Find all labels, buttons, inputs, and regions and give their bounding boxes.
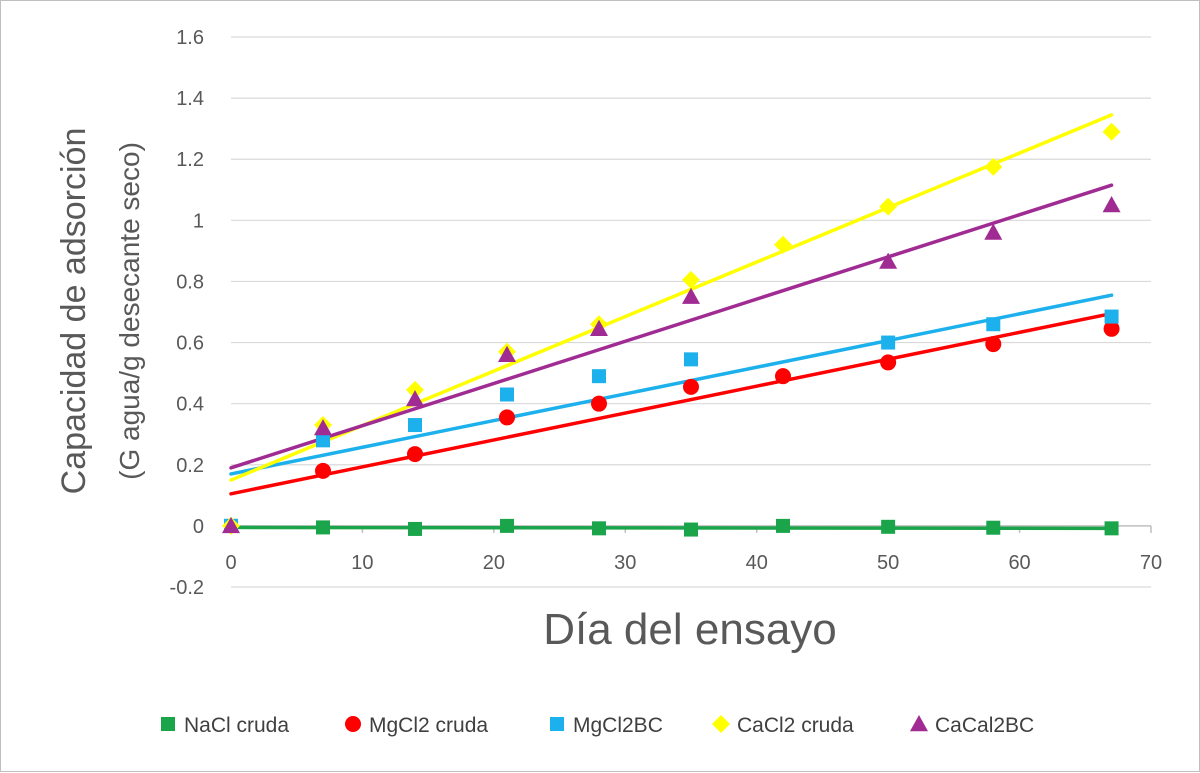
trendline (229, 183, 1114, 470)
data-point (315, 462, 331, 479)
data-point (879, 197, 898, 216)
data-point (986, 520, 1001, 535)
legend-item: CaCl2 cruda (712, 714, 854, 737)
legend-marker (550, 717, 564, 731)
data-point (776, 518, 790, 533)
data-point (406, 390, 424, 407)
x-tick-label: 50 (877, 552, 899, 574)
y-tick-label: 0.8 (176, 271, 204, 293)
legend-marker (345, 716, 361, 732)
legend-item: NaCl cruda (161, 714, 289, 737)
data-point (879, 252, 898, 269)
data-point (500, 387, 514, 402)
y-tick-label: 0.2 (176, 455, 204, 477)
data-point (408, 521, 422, 536)
trendline (229, 293, 1114, 476)
data-point (1104, 309, 1119, 324)
x-tick-label: 30 (614, 552, 636, 574)
data-point (407, 446, 423, 463)
y-tick-label: -0.2 (170, 577, 204, 599)
x-tick-label: 60 (1008, 552, 1030, 574)
y-tick-label: 0.6 (176, 333, 204, 355)
data-point (774, 235, 792, 254)
data-point (314, 419, 332, 436)
data-point (881, 519, 896, 534)
trendlines (229, 113, 1114, 531)
data-point (499, 409, 515, 426)
data-point (684, 522, 698, 537)
data-point (986, 317, 1001, 332)
legend-label: MgCl2BC (573, 714, 663, 737)
legend-item: CaCal2BC (910, 714, 1034, 737)
data-point (498, 345, 516, 362)
data-point (406, 380, 424, 399)
legend-label: CaCal2BC (935, 714, 1034, 737)
data-point (500, 518, 514, 533)
data-point (1103, 320, 1120, 337)
legend: NaCl cruda MgCl2 cruda MgCl2BC CaCl2 cruda C… (161, 714, 1034, 737)
trendline (229, 525, 1114, 531)
tick-labels: 1.6 1.4 1.2 1 0.8 0.6 0.4 0.2 0 -0.2 0 10 20 30 40 50 60… (170, 27, 1163, 599)
legend-item: MgCl2 cruda (345, 714, 488, 737)
y-tick-label: 1.6 (176, 27, 204, 49)
legend-marker (161, 717, 175, 731)
x-tick-label: 20 (483, 552, 505, 574)
data-point (984, 223, 1003, 240)
y-axis-subtitle: (G agua/g desecante seco) (114, 142, 145, 480)
data-point (591, 395, 607, 412)
data-point (1104, 521, 1119, 536)
data-point (682, 270, 700, 289)
x-tick-label: 0 (225, 552, 236, 574)
legend-marker (910, 715, 928, 732)
x-axis-title: Día del ensayo (543, 605, 837, 654)
legend-label: MgCl2 cruda (369, 714, 488, 737)
data-point (984, 157, 1003, 176)
data-point (316, 520, 330, 535)
y-tick-label: 0.4 (176, 394, 204, 416)
legend-item: MgCl2BC (550, 714, 663, 737)
data-point (590, 319, 608, 337)
x-tick-label: 40 (746, 552, 768, 574)
x-tick-label: 70 (1140, 552, 1162, 574)
gridlines (231, 36, 1151, 588)
data-points (222, 122, 1121, 537)
legend-marker (712, 715, 730, 733)
data-point (775, 368, 791, 385)
y-tick-label: 0 (193, 516, 204, 538)
y-tick-label: 1.4 (176, 88, 204, 110)
data-point (684, 352, 698, 367)
y-tick-label: 1.2 (176, 149, 204, 171)
x-tick-label: 10 (351, 552, 373, 574)
legend-label: NaCl cruda (184, 714, 289, 737)
data-point (881, 335, 896, 350)
y-tick-label: 1 (193, 210, 204, 232)
legend-label: CaCl2 cruda (737, 714, 854, 737)
data-point (316, 433, 330, 448)
y-axis-title: Capacidad de adsorción (55, 128, 93, 495)
data-point (592, 521, 606, 536)
data-point (408, 418, 422, 433)
data-point (985, 336, 1002, 353)
trendline (229, 311, 1114, 496)
data-point (1102, 196, 1121, 213)
data-point (1102, 122, 1121, 141)
data-point (222, 516, 240, 534)
data-point (880, 354, 897, 371)
data-point (683, 378, 699, 395)
data-point (592, 369, 606, 384)
data-point (682, 287, 700, 304)
